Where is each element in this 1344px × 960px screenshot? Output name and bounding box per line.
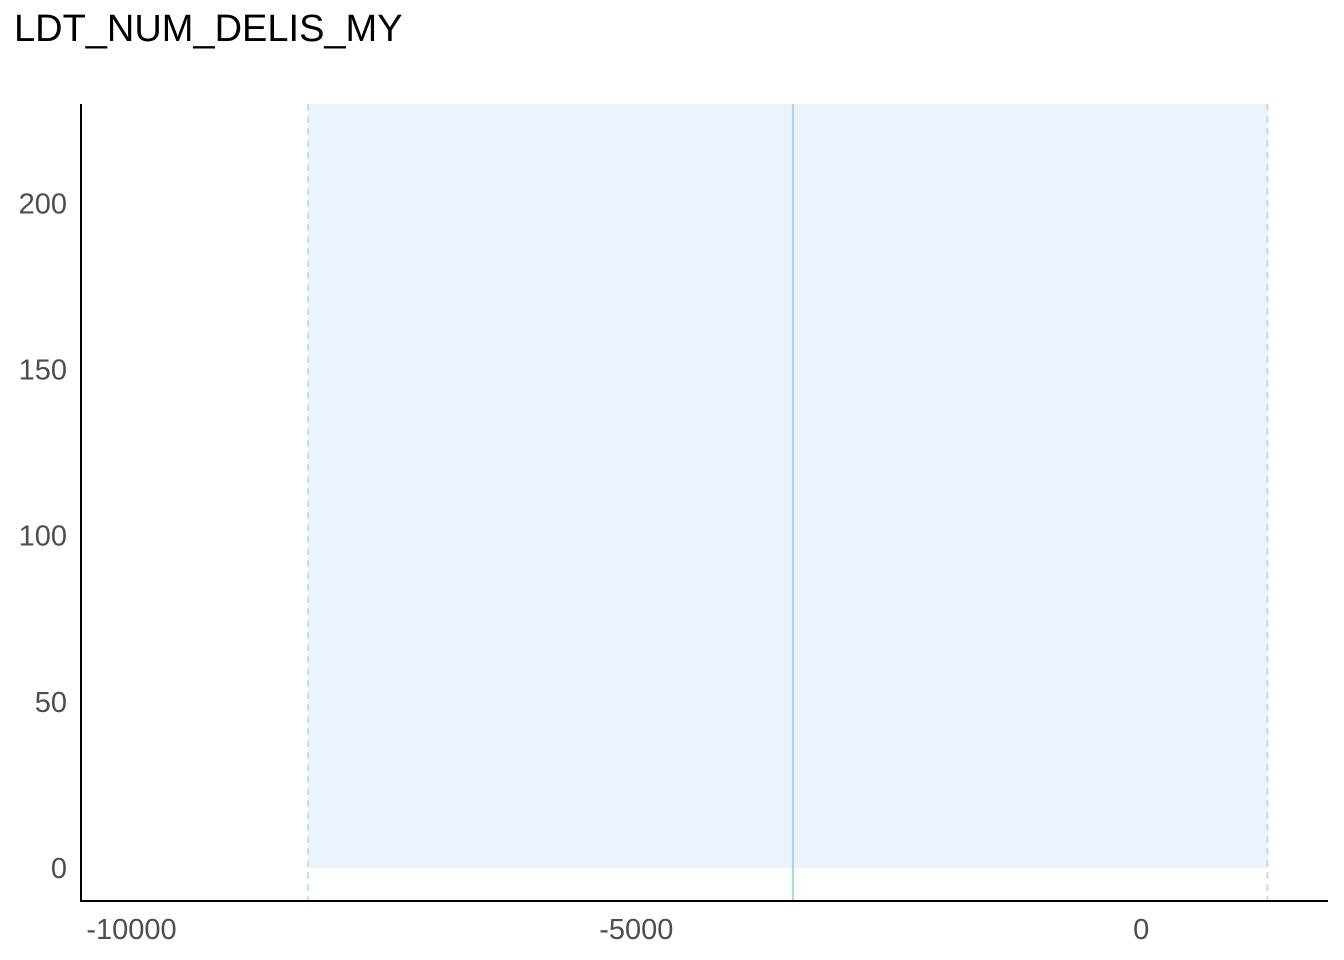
chart-title: LDT_NUM_DELIS_MY — [14, 8, 403, 50]
x-tick-label: -10000 — [86, 914, 176, 946]
y-tick-label: 150 — [19, 355, 67, 387]
chart-ticks: -10000 -5000 0 0 50 100 150 200 — [19, 189, 1150, 946]
y-tick-label: 50 — [35, 687, 67, 719]
chart-marks — [307, 104, 1269, 901]
y-tick-label: 0 — [51, 853, 67, 885]
x-tick-label: -5000 — [599, 914, 673, 946]
y-tick-label: 200 — [19, 189, 67, 221]
shaded-interval — [308, 104, 1268, 868]
y-tick-label: 100 — [19, 521, 67, 553]
x-tick-label: 0 — [1133, 914, 1149, 946]
